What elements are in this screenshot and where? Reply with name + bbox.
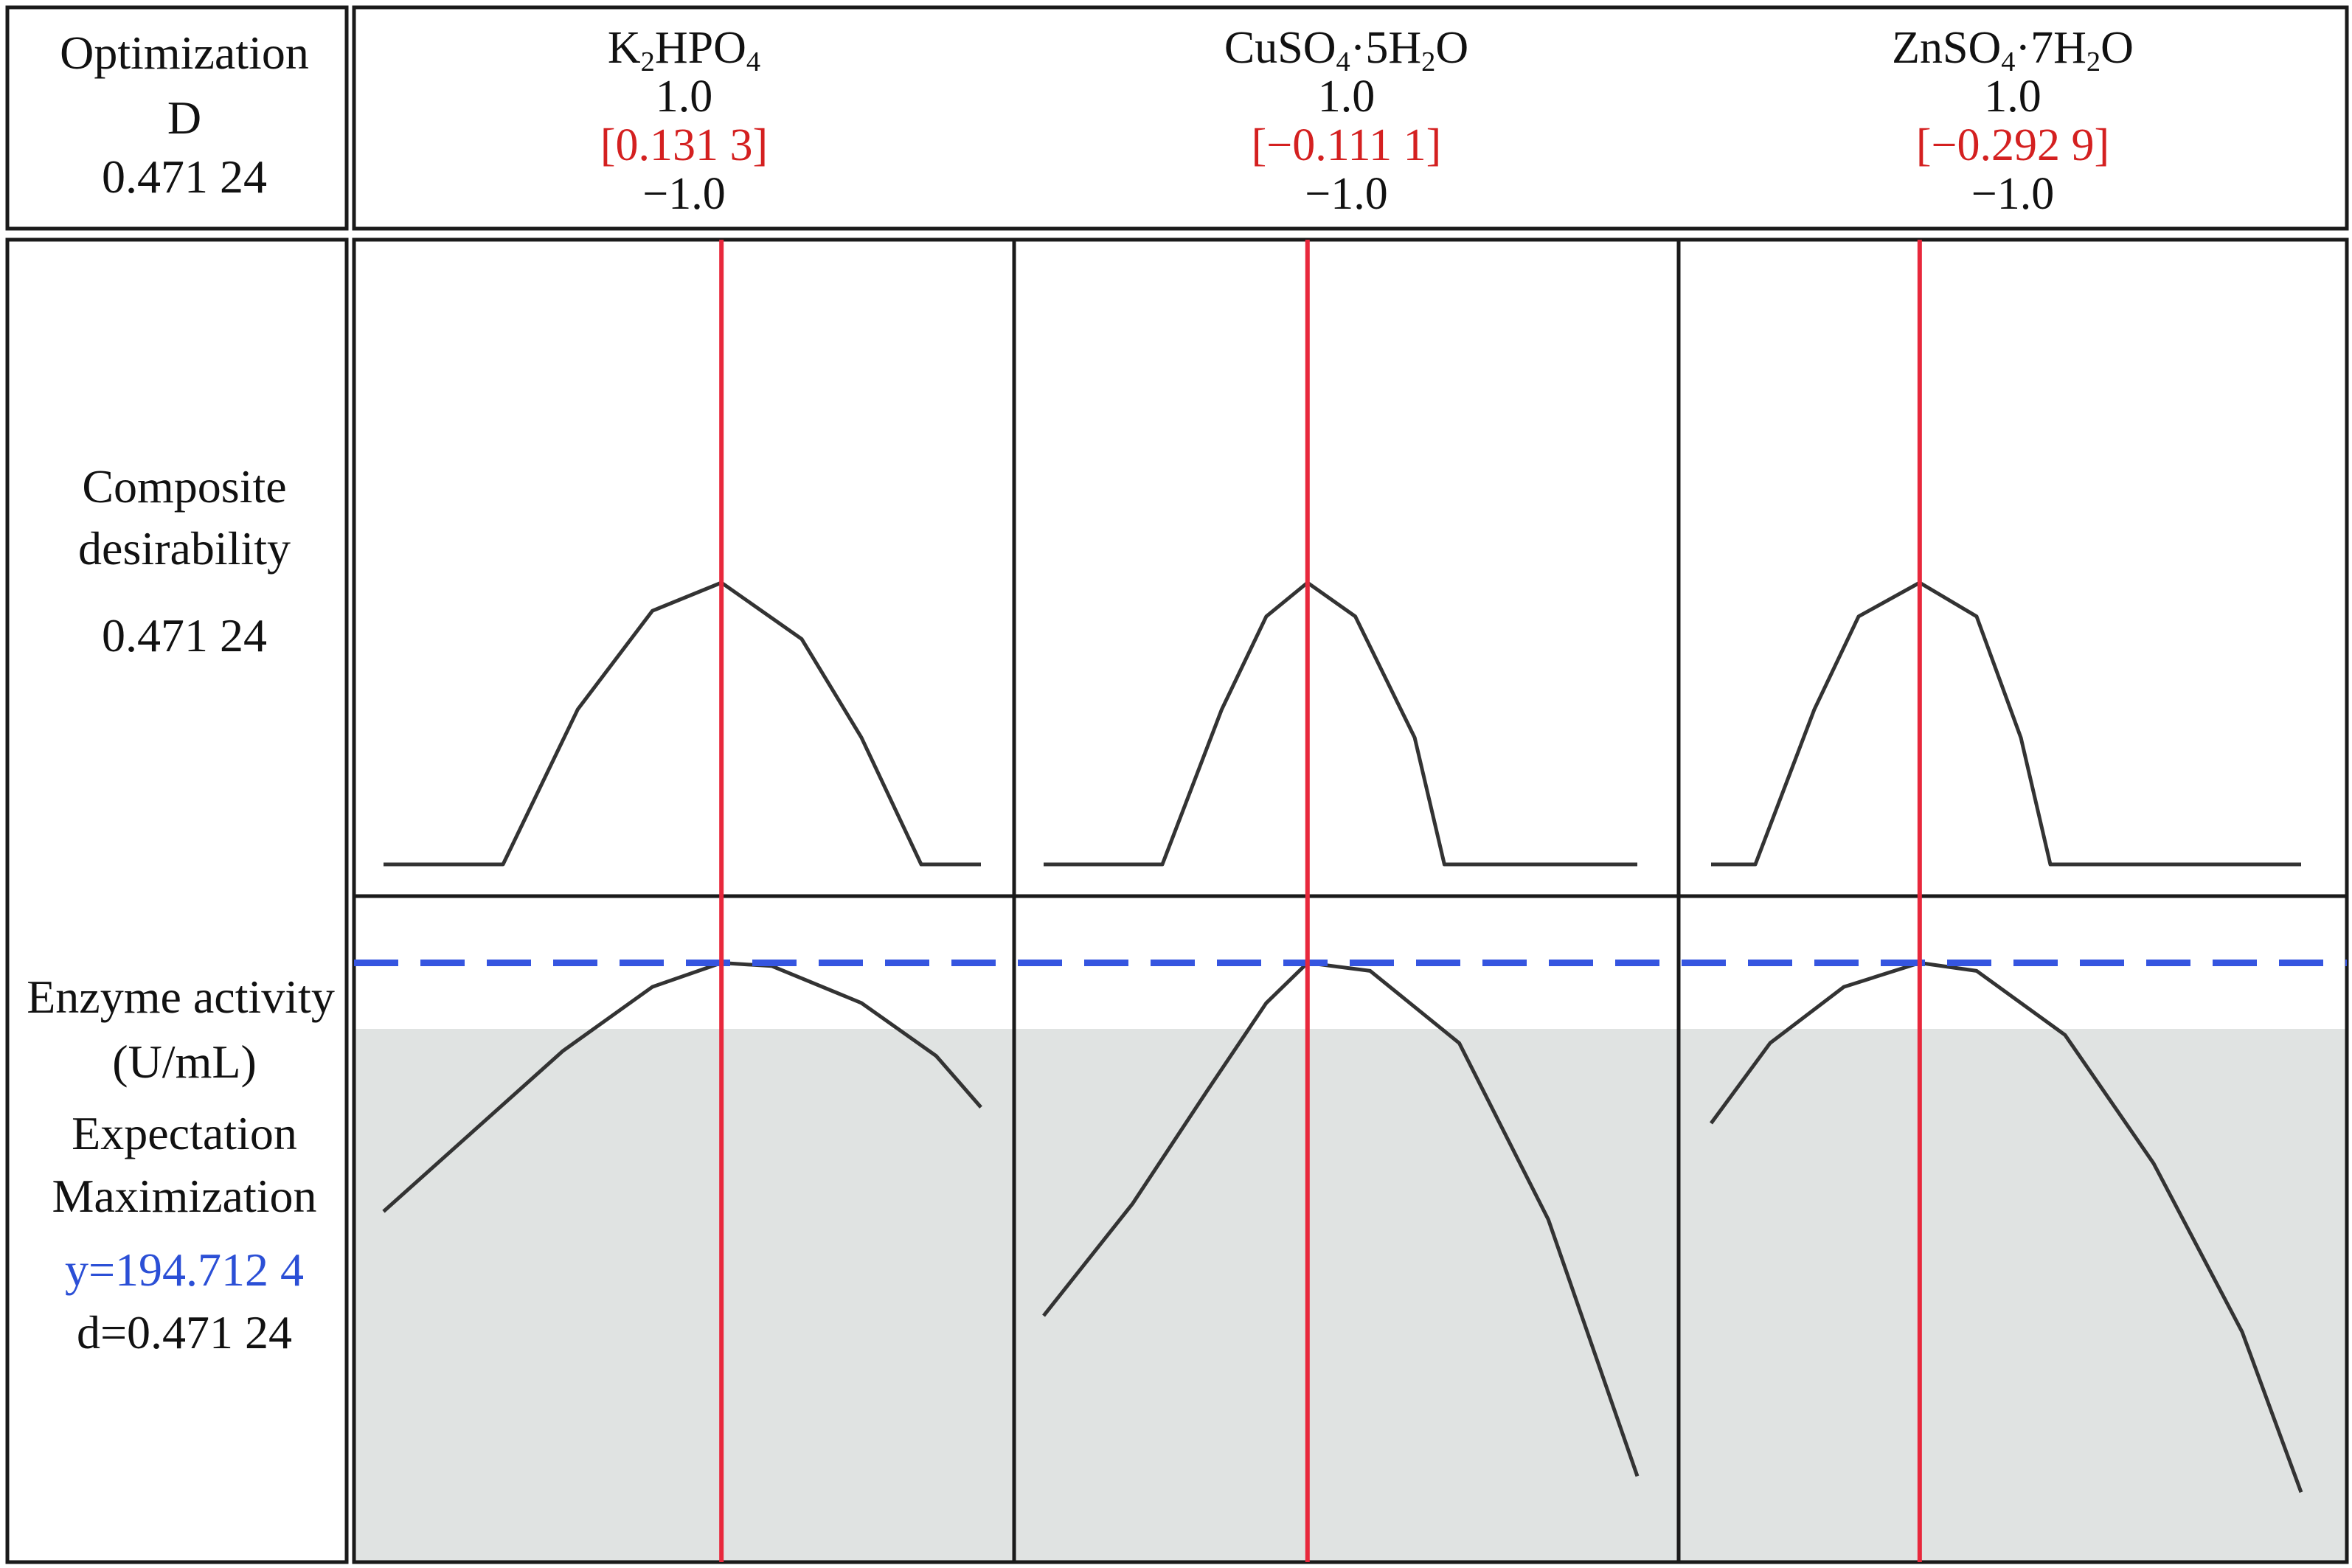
factor-name-part: 4 <box>746 46 761 77</box>
factor-low-3: −1.0 <box>1971 169 2055 219</box>
shaded-regions <box>354 1029 2347 1562</box>
response-d-value: d=0.471 24 <box>76 1306 293 1359</box>
factor-name-part: 2 <box>2086 46 2101 77</box>
factor-low-1: −1.0 <box>642 169 726 219</box>
factor-name-part: 2 <box>1421 46 1436 77</box>
factor-high-2: 1.0 <box>1317 72 1376 122</box>
header-right-cell <box>352 5 2349 231</box>
factor-high-1: 1.0 <box>655 72 713 122</box>
factor-current-3: [−0.292 9] <box>1915 120 2110 170</box>
factor-current-2: [−0.111 1] <box>1251 120 1442 170</box>
factor-name-part: O <box>2101 23 2134 73</box>
response-label-line2: (U/mL) <box>112 1035 257 1088</box>
header-left-cell <box>5 5 349 231</box>
factor-name-3: ZnSO4·7H2O <box>1755 25 2271 76</box>
optimization-d-value: 0.471 24 <box>102 150 267 203</box>
composite-value: 0.471 24 <box>102 609 267 662</box>
left-label-cell <box>5 237 349 1564</box>
optimization-label: Optimization <box>60 27 309 79</box>
factor-name-part: CuSO <box>1224 23 1336 73</box>
factor-low-2: −1.0 <box>1305 169 1388 219</box>
shaded-band <box>354 1029 2347 1562</box>
factor-name-1: K2HPO4 <box>426 25 943 76</box>
factor-name-part: ZnSO <box>1892 23 2002 73</box>
response-y-value: y=194.712 4 <box>64 1243 305 1296</box>
response-label-line1: Enzyme activity <box>27 971 335 1023</box>
goal-label-line1: Expectation <box>72 1107 297 1159</box>
factor-name-part: 2 <box>640 46 655 77</box>
factor-high-3: 1.0 <box>1984 72 2041 122</box>
factor-name-part: 4 <box>2001 46 2016 77</box>
factor-current-1: [0.131 3] <box>600 120 769 170</box>
factor-name-part: ·7H <box>2015 23 2086 73</box>
current-setting-lines <box>719 240 1922 1562</box>
plot-grid-frame <box>352 237 2349 1564</box>
response-curve-3 <box>1709 961 2303 1494</box>
factor-name-part: K <box>607 23 641 73</box>
factor-name-part: HPO <box>654 23 746 73</box>
factor-name-part: O <box>1435 23 1469 73</box>
factor-name-2: CuSO4·5H2O <box>1089 25 1605 76</box>
panel-frames <box>5 5 2349 1564</box>
factor-name-part: ·5H <box>1350 23 1422 73</box>
composite-label-line1: Composite <box>82 460 287 513</box>
optimization-d-label: D <box>167 91 202 144</box>
goal-label-line2: Maximization <box>52 1170 317 1222</box>
factor-name-part: 4 <box>1336 46 1350 77</box>
composite-label-line2: desirability <box>78 522 291 575</box>
